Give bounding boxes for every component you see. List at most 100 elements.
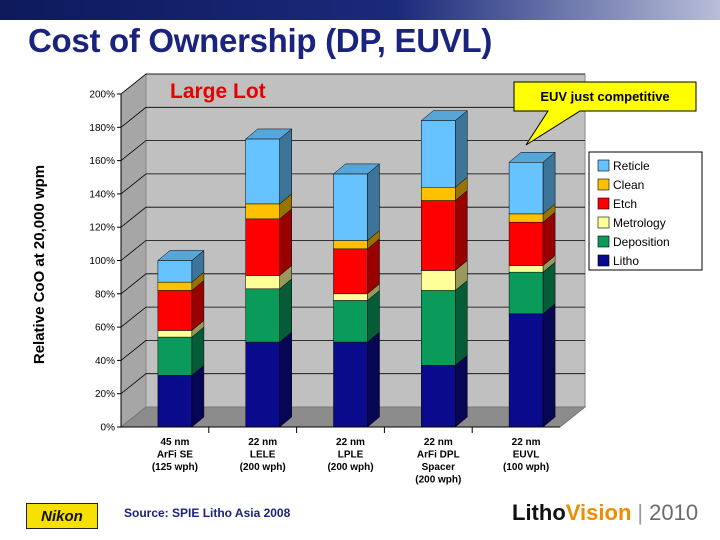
y-tick-label: 200% <box>89 90 115 101</box>
x-category-label: (125 wph) <box>152 462 198 473</box>
bar-segment-metrology <box>421 270 456 291</box>
legend-swatch-reticle <box>597 159 610 172</box>
bar-segment-etch <box>508 221 544 266</box>
legend-swatch-metrology <box>597 216 610 229</box>
legend-swatch-clean <box>597 178 610 191</box>
bar-side-litho <box>455 354 468 428</box>
bar-side-etch <box>279 208 292 277</box>
y-tick-label: 140% <box>89 189 115 200</box>
x-category-label: Spacer <box>422 462 455 473</box>
bar-segment-clean <box>157 281 193 291</box>
x-category-label: EUVL <box>513 450 540 461</box>
y-tick-label: 60% <box>95 323 115 334</box>
legend-label-clean: Clean <box>613 178 644 192</box>
bar-side-etch <box>455 190 468 272</box>
legend-label-etch: Etch <box>613 197 637 211</box>
bar-segment-litho <box>421 365 456 428</box>
bar-segment-clean <box>245 203 280 220</box>
bar-segment-litho <box>508 313 544 428</box>
y-axis-title: Relative CoO at 20,000 wpm <box>31 165 48 364</box>
nikon-logo: Nikon <box>26 503 98 529</box>
x-category-label: 22 nm <box>424 437 453 448</box>
x-category-label: 45 nm <box>160 437 189 448</box>
legend-label-metrology: Metrology <box>613 216 666 230</box>
bar-segment-etch <box>157 290 193 331</box>
bar-top-reticle <box>245 128 293 140</box>
legend-label-reticle: Reticle <box>613 159 650 173</box>
annotation-callout <box>513 81 697 146</box>
y-tick-label: 160% <box>89 156 115 167</box>
source-citation: Source: SPIE Litho Asia 2008 <box>124 506 291 520</box>
bar-segment-reticle <box>508 162 544 215</box>
bar-segment-etch <box>421 200 456 271</box>
bar-segment-deposition <box>333 300 368 343</box>
x-category-label: 22 nm <box>512 437 541 448</box>
x-category-label: ArFi DPL <box>417 450 460 461</box>
brand-year: 2010 <box>649 500 699 525</box>
bar-top-reticle <box>508 152 556 163</box>
bar-side-deposition <box>455 279 468 366</box>
slide-title: Cost of Ownership (DP, EUVL) <box>28 22 493 59</box>
brand-vision: Vision <box>565 500 632 525</box>
bar-side-deposition <box>279 278 292 343</box>
bar-segment-metrology <box>157 330 193 338</box>
bar-segment-etch <box>245 218 280 276</box>
x-category-label: (200 wph) <box>327 462 373 473</box>
bar-segment-litho <box>245 341 280 428</box>
bar-segment-litho <box>157 375 193 428</box>
x-category-label: (200 wph) <box>240 462 286 473</box>
bar-segment-deposition <box>421 290 456 366</box>
x-category-label: 22 nm <box>336 437 365 448</box>
x-category-label: (100 wph) <box>503 462 549 473</box>
bar-side-litho <box>191 364 205 428</box>
y-tick-label: 100% <box>89 256 115 267</box>
chart-title: Large Lot <box>170 80 266 103</box>
legend-box <box>588 151 703 271</box>
bar-segment-reticle <box>245 138 280 205</box>
bar-segment-deposition <box>157 336 193 376</box>
x-category-label: 22 nm <box>248 437 277 448</box>
legend-swatch-deposition <box>597 235 610 248</box>
bar-segment-deposition <box>245 288 280 343</box>
top-band <box>0 0 720 20</box>
bar-side-reticle <box>542 151 556 215</box>
bar-segment-reticle <box>333 173 368 241</box>
bar-side-litho <box>279 331 292 428</box>
gridline <box>120 106 585 128</box>
gridline <box>120 73 585 95</box>
y-tick-label: 80% <box>95 289 115 300</box>
bar-segment-clean <box>508 213 544 223</box>
bar-segment-etch <box>333 248 368 295</box>
legend-label-deposition: Deposition <box>613 235 670 249</box>
bar-top-reticle <box>420 110 468 121</box>
y-tick-label: 40% <box>95 356 115 367</box>
x-category-label: LELE <box>250 450 276 461</box>
y-tick-label: 120% <box>89 223 115 234</box>
bar-segment-metrology <box>333 293 368 301</box>
y-tick-label: 20% <box>95 389 115 400</box>
bar-segment-litho <box>333 341 368 428</box>
annotation-text: EUV just competitive <box>540 89 669 104</box>
bar-segment-deposition <box>508 271 544 315</box>
x-category-label: LPLE <box>338 450 364 461</box>
legend-swatch-litho <box>597 254 610 267</box>
bar-side-litho <box>542 303 556 428</box>
bar-top-reticle <box>332 163 381 175</box>
bar-side-reticle <box>455 110 468 188</box>
bar-segment-clean <box>421 186 456 201</box>
bar-side-reticle <box>367 163 380 242</box>
chart: 0% 20% 40% 60% 80% 100% 120% 140% 160% 180% 200% Re… <box>31 72 703 486</box>
bar-top-reticle <box>157 250 205 261</box>
legend-label-litho: Litho <box>613 254 639 268</box>
bar-segment-metrology <box>245 275 280 290</box>
bar-segment-clean <box>333 240 368 250</box>
bar-segment-reticle <box>157 260 193 283</box>
bar-segment-metrology <box>508 265 544 273</box>
x-category-label: (200 wph) <box>415 475 461 486</box>
y-tick-label: 180% <box>89 123 115 134</box>
brand-logo: LithoVision | 2010 <box>512 500 698 526</box>
brand-separator: | <box>637 500 644 525</box>
logo-text: Nikon <box>41 507 83 525</box>
brand-litho: Litho <box>512 500 566 525</box>
legend-swatch-etch <box>597 197 610 210</box>
